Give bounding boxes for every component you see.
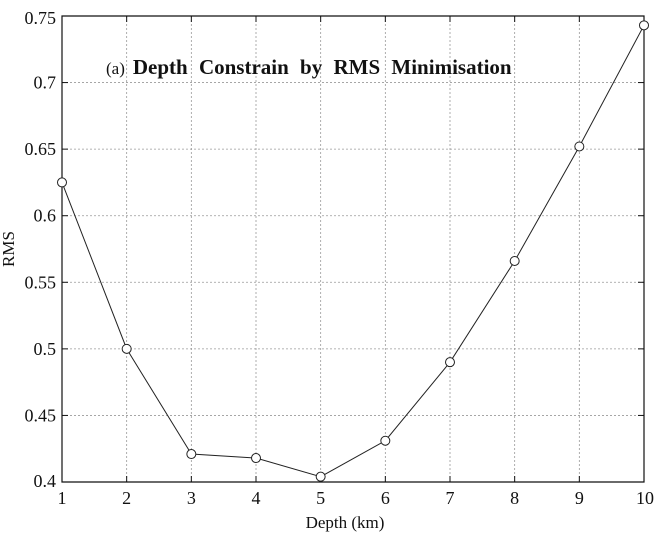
x-tick-label: 8 — [510, 488, 519, 508]
y-tick-label: 0.55 — [25, 272, 57, 292]
y-tick-label: 0.4 — [34, 471, 57, 491]
y-tick-label: 0.5 — [34, 339, 57, 359]
y-tick-label: 0.65 — [25, 139, 57, 159]
x-axis-label: Depth (km) — [306, 513, 385, 532]
y-tick-label: 0.75 — [25, 8, 57, 28]
grid-lines — [62, 16, 644, 482]
x-tick-label: 10 — [636, 488, 654, 508]
y-tick-label: 0.45 — [25, 405, 57, 425]
data-point — [186, 449, 197, 460]
chart-title-main: Depth Constrain by RMS Minimisation — [133, 55, 512, 79]
data-point — [57, 177, 67, 188]
data-point — [121, 343, 132, 354]
chart-title-prefix: (a) — [106, 59, 125, 78]
data-point — [639, 20, 649, 31]
data-point — [509, 255, 520, 266]
plot-frame — [62, 16, 644, 482]
y-tick-label: 0.6 — [34, 206, 57, 226]
x-tick-label: 4 — [252, 488, 261, 508]
x-tick-label: 3 — [187, 488, 196, 508]
series-line — [61, 25, 645, 478]
data-point — [445, 357, 455, 368]
chart-title: (a) Depth Constrain by RMS Minimisation — [106, 55, 512, 79]
x-tick-label: 7 — [446, 488, 455, 508]
data-point — [574, 141, 585, 152]
x-tick-label: 6 — [381, 488, 390, 508]
x-tick-label: 9 — [575, 488, 584, 508]
series-rms — [57, 20, 649, 482]
x-tick-label: 1 — [58, 488, 67, 508]
y-tick-label: 0.7 — [34, 73, 57, 93]
axis-ticks: 1 2 3 4 5 6 7 8 9 10 0.4 0.45 0.5 0.55 0.6 0.65 0.7 0.75 — [25, 8, 655, 508]
y-axis-label: RMS — [0, 231, 18, 267]
data-point — [380, 435, 391, 446]
data-point — [315, 471, 326, 482]
x-tick-label: 2 — [122, 488, 131, 508]
data-point — [251, 453, 261, 464]
x-tick-label: 5 — [316, 488, 325, 508]
